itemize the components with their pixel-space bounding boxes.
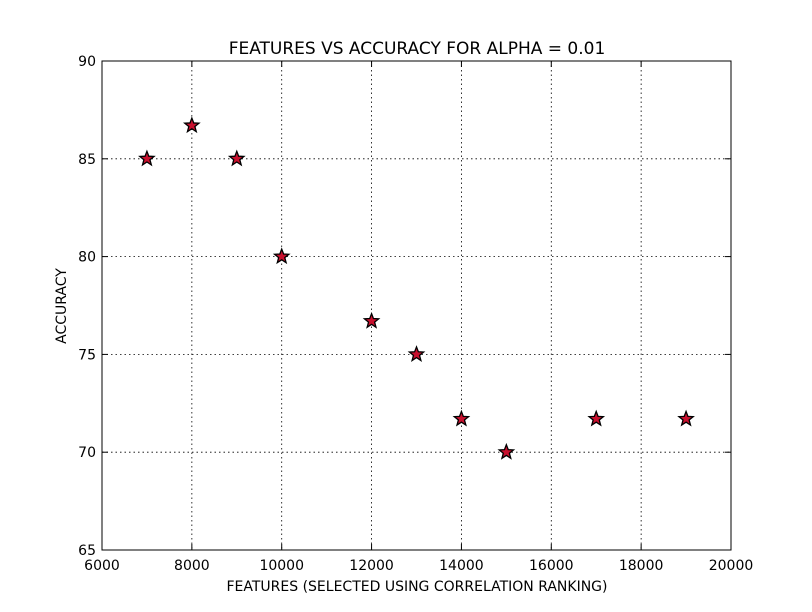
chart-title: FEATURES VS ACCURACY FOR ALPHA = 0.01 (229, 39, 606, 59)
y-tick-label: 65 (78, 543, 96, 559)
data-point-star (677, 409, 695, 427)
x-tick-label: 20000 (709, 558, 754, 574)
y-tick-label: 90 (78, 54, 96, 70)
data-point-star (138, 149, 156, 167)
data-point-star (272, 247, 291, 265)
x-tick-label: 6000 (84, 558, 120, 574)
ticks: 6000 8000 10000 12000 14000 16000 18000 20000 65… (78, 54, 753, 574)
data-point-star (362, 311, 381, 329)
y-tick-label: 85 (78, 152, 96, 168)
x-tick-label: 12000 (349, 558, 394, 574)
x-tick-label: 16000 (529, 558, 574, 574)
plot-frame (101, 60, 732, 551)
y-tick-label: 75 (78, 347, 96, 363)
data-point-star (227, 149, 246, 167)
x-tick-label: 14000 (439, 558, 484, 574)
y-tick-label: 80 (78, 250, 96, 266)
data-point-star (182, 116, 201, 134)
x-axis-title: FEATURES (SELECTED USING CORRELATION RAN… (226, 579, 607, 595)
x-tick-label: 10000 (259, 558, 304, 574)
y-tick-label: 70 (78, 445, 96, 461)
data-point-star (452, 409, 471, 427)
data-point-star (497, 442, 516, 460)
y-axis-title: ACCURACY (54, 268, 70, 344)
data-points (138, 116, 695, 460)
data-point-star (587, 409, 606, 427)
grid (102, 61, 731, 550)
x-tick-label: 8000 (174, 558, 210, 574)
data-point-star (407, 345, 426, 362)
x-tick-label: 18000 (619, 558, 664, 574)
